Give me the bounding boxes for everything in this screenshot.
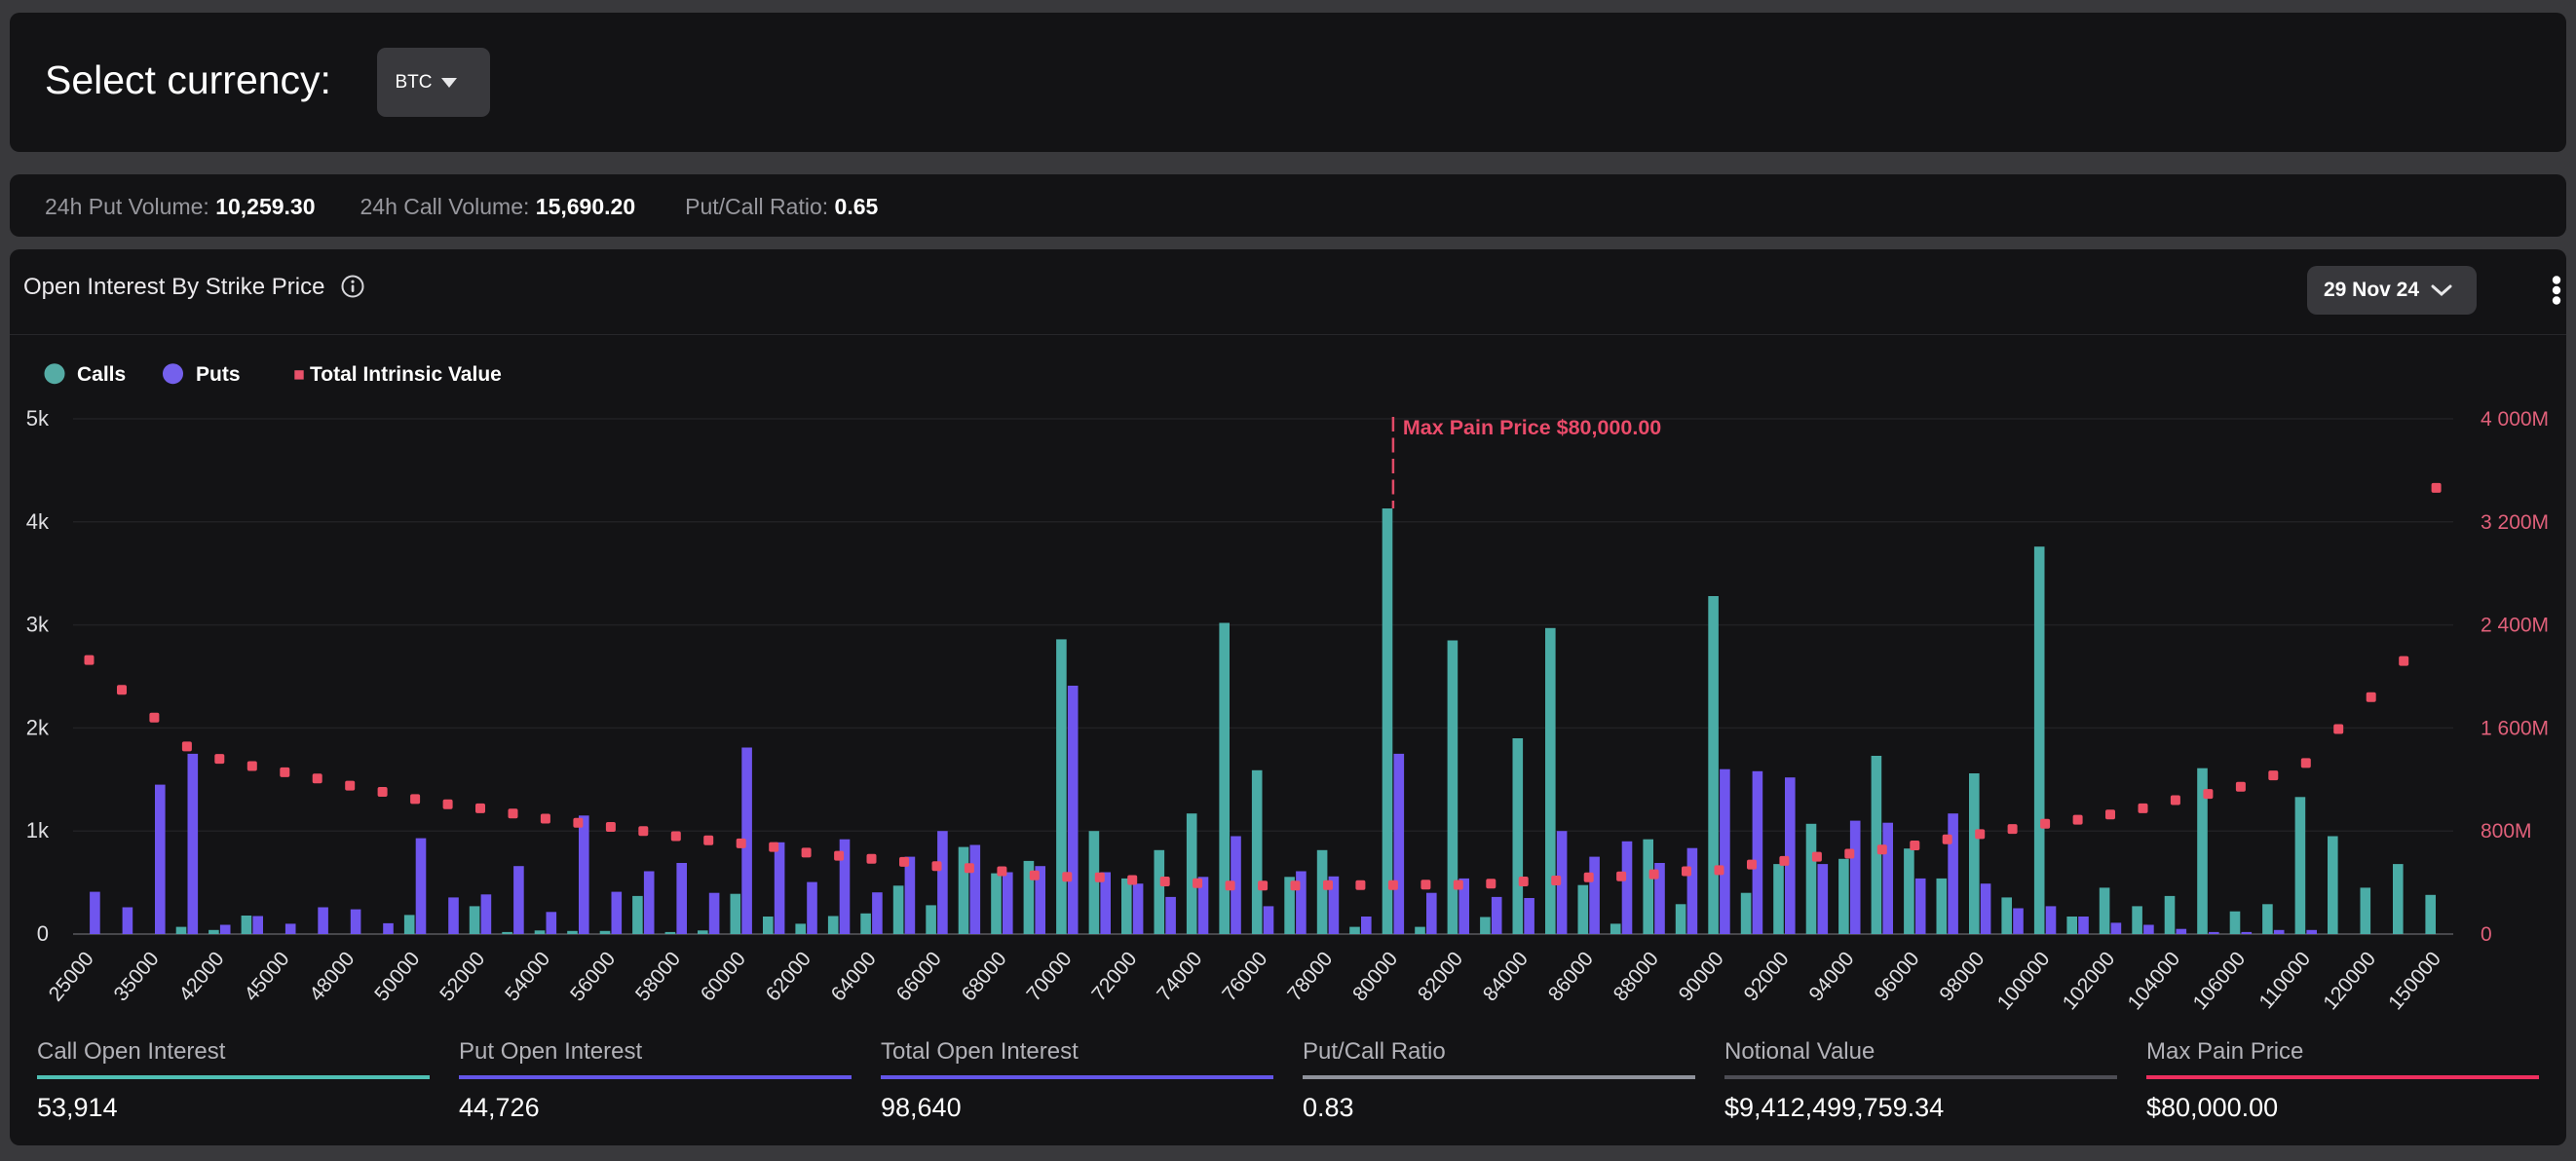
svg-text:42000: 42000: [174, 948, 228, 1006]
svg-text:4 000M: 4 000M: [2481, 408, 2549, 431]
svg-text:800M: 800M: [2481, 820, 2532, 843]
svg-text:110000: 110000: [2254, 948, 2315, 1013]
svg-text:80000: 80000: [1348, 948, 1402, 1006]
svg-text:72000: 72000: [1087, 948, 1141, 1006]
svg-text:45000: 45000: [240, 948, 293, 1006]
svg-text:25000: 25000: [45, 948, 98, 1006]
svg-text:102000: 102000: [2059, 948, 2120, 1014]
svg-text:74000: 74000: [1153, 948, 1206, 1006]
svg-text:100000: 100000: [1993, 948, 2055, 1014]
svg-text:88000: 88000: [1610, 948, 1663, 1006]
svg-text:5k: 5k: [26, 406, 50, 431]
svg-text:4k: 4k: [26, 509, 50, 534]
svg-text:86000: 86000: [1544, 948, 1598, 1006]
svg-text:64000: 64000: [827, 948, 881, 1006]
svg-text:3k: 3k: [26, 613, 50, 637]
svg-text:2k: 2k: [26, 715, 50, 739]
svg-text:50000: 50000: [370, 948, 424, 1006]
svg-text:94000: 94000: [1804, 948, 1858, 1006]
svg-text:62000: 62000: [762, 948, 815, 1006]
svg-text:1 600M: 1 600M: [2481, 717, 2549, 739]
svg-text:54000: 54000: [501, 948, 554, 1006]
svg-text:70000: 70000: [1022, 948, 1076, 1006]
svg-text:76000: 76000: [1218, 948, 1271, 1006]
svg-text:0: 0: [2481, 923, 2492, 946]
svg-text:82000: 82000: [1414, 948, 1467, 1006]
svg-text:92000: 92000: [1740, 948, 1794, 1006]
svg-text:66000: 66000: [892, 948, 946, 1006]
svg-text:120000: 120000: [2319, 948, 2380, 1014]
svg-text:68000: 68000: [958, 948, 1011, 1006]
svg-text:78000: 78000: [1283, 948, 1337, 1006]
svg-text:60000: 60000: [697, 948, 750, 1006]
svg-text:35000: 35000: [110, 948, 164, 1006]
svg-text:106000: 106000: [2189, 948, 2251, 1014]
svg-text:52000: 52000: [436, 948, 489, 1006]
svg-text:96000: 96000: [1870, 948, 1923, 1006]
svg-text:3 200M: 3 200M: [2481, 511, 2549, 534]
svg-text:150000: 150000: [2384, 948, 2445, 1014]
svg-text:84000: 84000: [1479, 948, 1533, 1006]
svg-text:98000: 98000: [1935, 948, 1989, 1006]
svg-text:Max Pain Price $80,000.00: Max Pain Price $80,000.00: [1403, 416, 1661, 439]
svg-text:104000: 104000: [2124, 948, 2185, 1014]
svg-text:2 400M: 2 400M: [2481, 615, 2549, 637]
svg-text:1k: 1k: [26, 818, 50, 843]
svg-text:90000: 90000: [1675, 948, 1728, 1006]
svg-text:58000: 58000: [631, 948, 685, 1006]
svg-text:48000: 48000: [305, 948, 359, 1006]
svg-text:56000: 56000: [566, 948, 620, 1006]
svg-text:0: 0: [37, 921, 49, 946]
